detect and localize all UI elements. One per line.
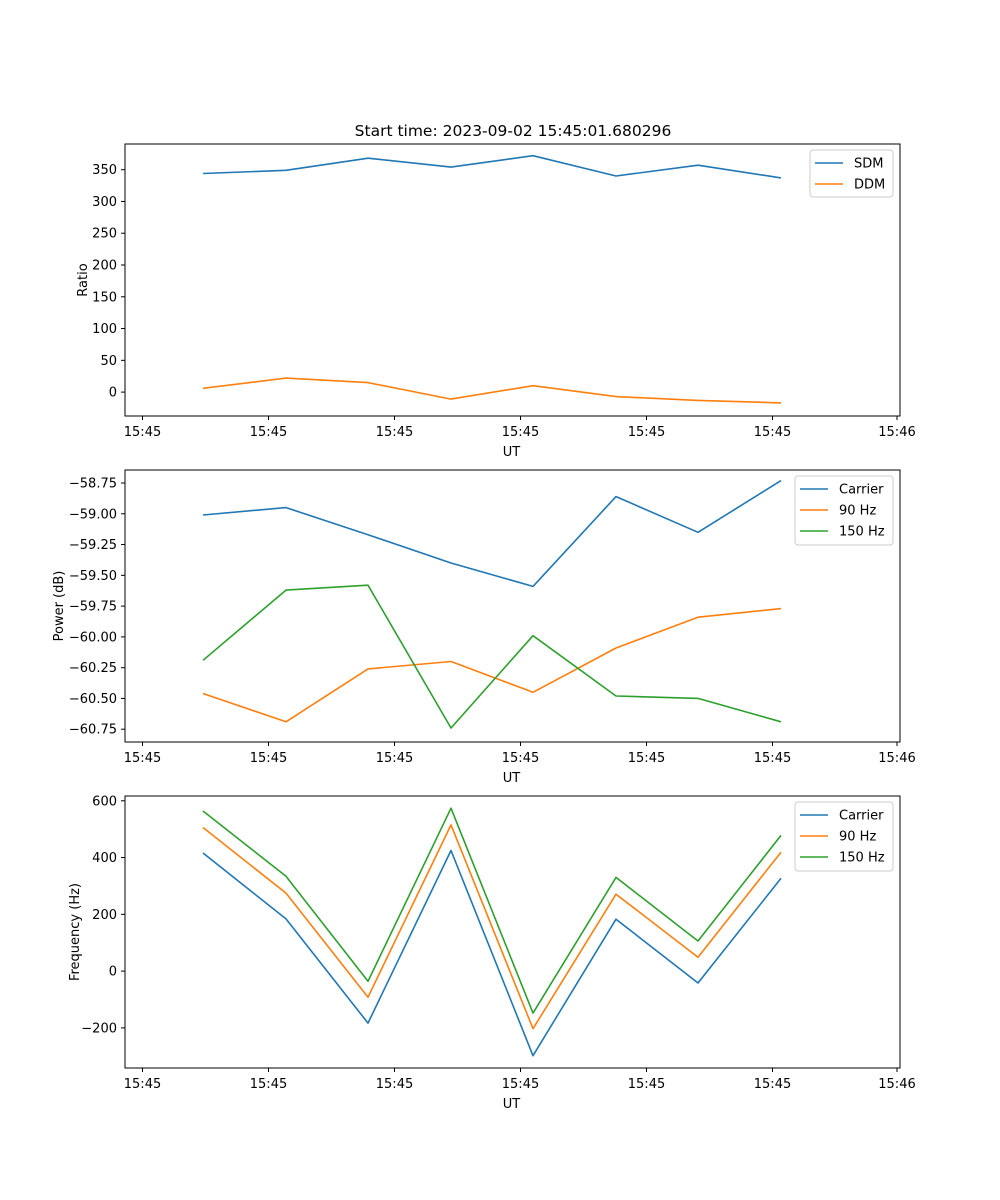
legend-label: 150 Hz <box>839 851 885 866</box>
legend-label: SDM <box>854 157 883 172</box>
chart-panel-1: 15:45 15:45 15:45 15:45 15:45 15:45 15:46 UT 0 50… <box>76 143 916 460</box>
series-line-carrier <box>202 849 782 1057</box>
x-tick-label: 15:45 <box>376 751 413 766</box>
y-tick-label: −59.75 <box>69 600 117 615</box>
x-tick-label: 15:45 <box>376 1077 413 1092</box>
legend-label: 90 Hz <box>839 504 876 519</box>
legend: Carrier 90 Hz 150 Hz <box>794 801 894 872</box>
series-line-150-hz <box>202 807 782 1014</box>
legend: Carrier 90 Hz 150 Hz <box>794 475 894 546</box>
legend-label: Carrier <box>839 809 884 824</box>
y-tick-label: 350 <box>92 163 117 178</box>
x-tick-label: 15:45 <box>124 425 161 440</box>
figure-title: Start time: 2023-09-02 15:45:01.680296 <box>355 122 672 140</box>
x-tick-label: 15:45 <box>124 751 161 766</box>
y-tick-label: 0 <box>109 965 117 980</box>
chart-panel-3: 15:45 15:45 15:45 15:45 15:45 15:45 15:46 UT −20… <box>68 794 916 1112</box>
series-line-150-hz <box>202 584 782 729</box>
x-tick-label: 15:45 <box>628 1077 665 1092</box>
x-axis-label: UT <box>503 445 521 460</box>
x-tick-label: 15:46 <box>878 425 915 440</box>
y-tick-label: −60.25 <box>69 661 117 676</box>
y-tick-label: 50 <box>100 354 117 369</box>
x-tick-label: 15:45 <box>502 1077 539 1092</box>
plot-frame <box>124 143 901 417</box>
series-line-ddm <box>202 377 782 404</box>
y-tick-label: −200 <box>81 1021 117 1036</box>
plot-frame <box>124 795 901 1069</box>
y-tick-label: −60.50 <box>69 692 117 707</box>
x-axis-label: UT <box>503 1097 521 1112</box>
x-tick-label: 15:45 <box>628 425 665 440</box>
chart-panel-2: 15:45 15:45 15:45 15:45 15:45 15:45 15:46 UT −60… <box>52 469 916 786</box>
y-axis-label: Frequency (Hz) <box>68 883 83 981</box>
legend-label: Carrier <box>839 483 884 498</box>
series-line-90-hz <box>202 607 782 723</box>
series-line-90-hz <box>202 824 782 1030</box>
x-tick-label: 15:46 <box>878 1077 915 1092</box>
y-tick-label: 600 <box>92 794 117 809</box>
legend-label: 90 Hz <box>839 830 876 845</box>
x-tick-label: 15:45 <box>502 751 539 766</box>
x-tick-label: 15:45 <box>376 425 413 440</box>
y-tick-label: −60.75 <box>69 723 117 738</box>
y-tick-label: −60.00 <box>69 630 117 645</box>
x-tick-label: 15:46 <box>878 751 915 766</box>
y-tick-label: −58.75 <box>69 477 117 492</box>
legend-box <box>794 475 894 546</box>
y-tick-label: 0 <box>109 386 117 401</box>
legend: SDM DDM <box>809 149 894 198</box>
y-tick-label: 400 <box>92 851 117 866</box>
x-tick-label: 15:45 <box>628 751 665 766</box>
legend-box <box>809 149 894 198</box>
y-tick-label: 200 <box>92 259 117 274</box>
y-axis-label: Power (dB) <box>52 571 67 642</box>
y-tick-label: −59.00 <box>69 507 117 522</box>
x-tick-label: 15:45 <box>250 425 287 440</box>
x-tick-label: 15:45 <box>754 751 791 766</box>
x-tick-label: 15:45 <box>754 425 791 440</box>
y-tick-label: −59.25 <box>69 538 117 553</box>
legend-label: DDM <box>854 178 885 193</box>
y-tick-label: 300 <box>92 195 117 210</box>
series-line-carrier <box>202 479 782 588</box>
y-tick-label: 100 <box>92 322 117 337</box>
x-tick-label: 15:45 <box>124 1077 161 1092</box>
y-tick-label: 250 <box>92 227 117 242</box>
legend-box <box>794 801 894 872</box>
x-tick-label: 15:45 <box>250 751 287 766</box>
y-tick-label: 150 <box>92 290 117 305</box>
x-tick-label: 15:45 <box>754 1077 791 1092</box>
y-tick-label: 200 <box>92 908 117 923</box>
y-axis-label: Ratio <box>76 263 91 296</box>
legend-label: 150 Hz <box>839 525 885 540</box>
x-axis-label: UT <box>503 771 521 786</box>
x-tick-label: 15:45 <box>502 425 539 440</box>
x-tick-label: 15:45 <box>250 1077 287 1092</box>
y-tick-label: −59.50 <box>69 569 117 584</box>
panels: 15:45 15:45 15:45 15:45 15:45 15:45 15:46 UT 0 50… <box>52 143 916 1112</box>
series-line-sdm <box>202 154 782 179</box>
